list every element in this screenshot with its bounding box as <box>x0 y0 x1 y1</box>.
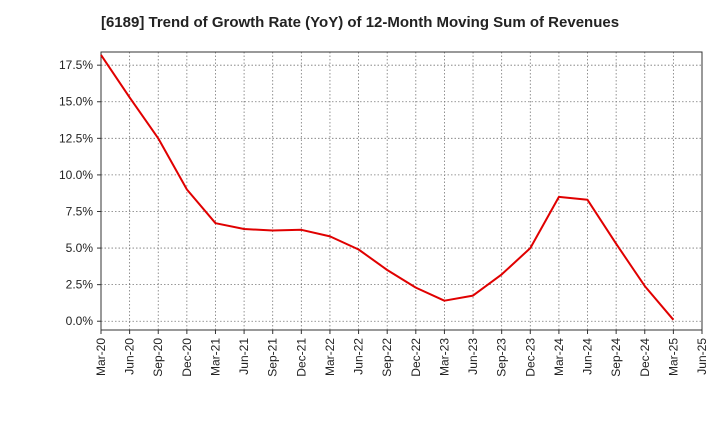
series-line <box>100 54 675 321</box>
y-tick-label: 15.0% <box>59 95 93 109</box>
y-tick-label: 2.5% <box>66 278 94 292</box>
x-tick-label: Dec-21 <box>294 338 308 377</box>
x-tick-label: Mar-21 <box>208 338 222 376</box>
x-tick-label: Mar-25 <box>666 338 680 376</box>
y-tick-label: 7.5% <box>66 204 94 218</box>
x-tick-label: Dec-22 <box>409 338 423 377</box>
x-tick-label: Jun-25 <box>695 338 709 375</box>
y-tick-label: 10.0% <box>59 168 93 182</box>
x-tick-label: Dec-20 <box>180 338 194 377</box>
x-tick-label: Mar-23 <box>437 338 451 376</box>
x-tick-label: Jun-24 <box>581 338 595 375</box>
x-tick-label: Mar-22 <box>323 338 337 376</box>
plot-border <box>100 51 703 331</box>
x-tick-label: Mar-24 <box>552 338 566 376</box>
y-tick-label: 12.5% <box>59 131 93 145</box>
x-tick-label: Sep-22 <box>380 338 394 377</box>
chart-title: [6189] Trend of Growth Rate (YoY) of 12-… <box>100 14 620 31</box>
x-tick-label: Sep-21 <box>266 338 280 377</box>
x-tick-label: Jun-21 <box>237 338 251 375</box>
x-tick-label: Jun-23 <box>466 338 480 375</box>
y-tick-label: 0.0% <box>66 314 94 328</box>
x-tick-label: Sep-24 <box>609 338 623 377</box>
x-tick-label: Jun-20 <box>123 338 137 375</box>
x-tick-label: Dec-23 <box>523 338 537 377</box>
x-tick-label: Mar-20 <box>94 338 108 376</box>
y-tick-label: 5.0% <box>66 241 94 255</box>
x-tick-label: Sep-23 <box>495 338 509 377</box>
x-tick-label: Dec-24 <box>638 338 652 377</box>
plot-area <box>101 52 702 330</box>
y-tick-label: 17.5% <box>59 58 93 72</box>
x-tick-label: Jun-22 <box>352 338 366 375</box>
x-tick-label: Sep-20 <box>151 338 165 377</box>
